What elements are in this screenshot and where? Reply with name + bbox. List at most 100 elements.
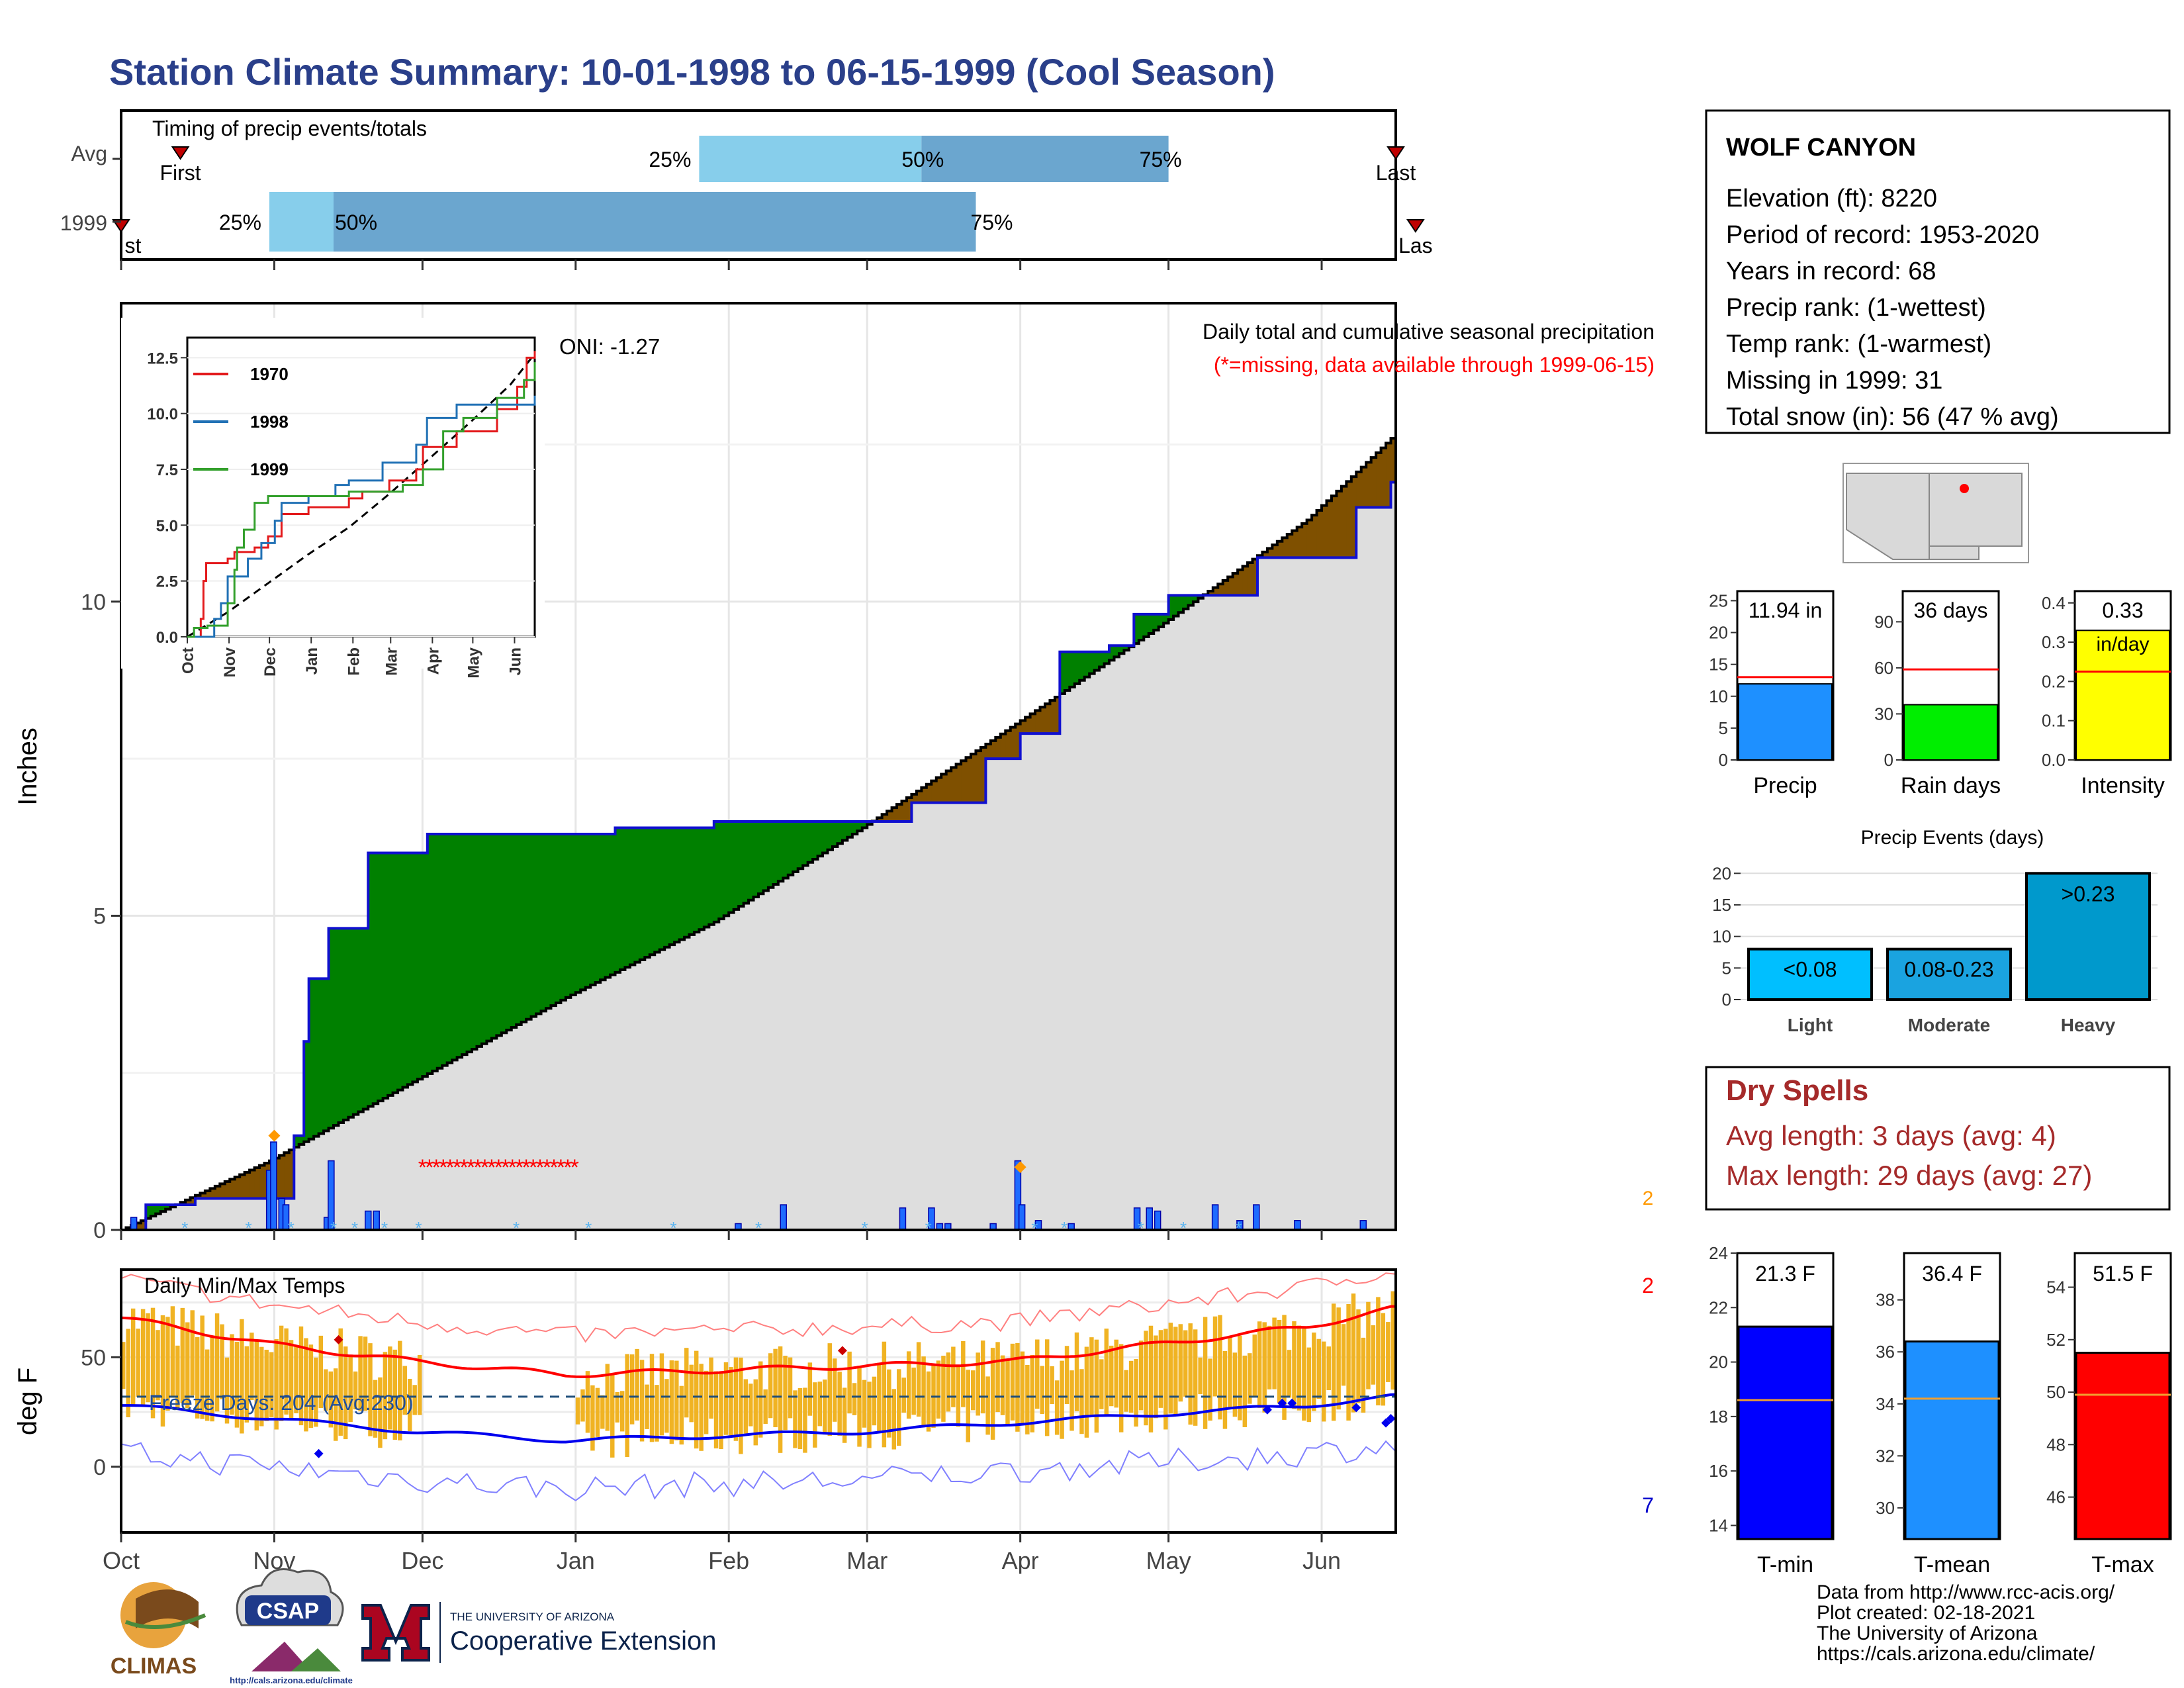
surplus-area	[566, 834, 571, 998]
surplus-area	[763, 821, 768, 890]
y-tick-label: 5	[93, 904, 106, 929]
climas-wordmark: CLIMAS	[111, 1654, 197, 1679]
station-info-line: Missing in 1999: 31	[1726, 367, 1942, 395]
mini-bar-tick-label: 60	[1874, 658, 1893, 678]
daily-temp-range-bar	[1376, 1297, 1380, 1405]
daily-temp-range-bar	[1342, 1324, 1345, 1385]
temp-bar-tick-label: 34	[1876, 1394, 1895, 1414]
daily-temp-range-bar	[1386, 1322, 1390, 1382]
surplus-area	[754, 821, 759, 897]
daily-temp-range-bar	[1124, 1370, 1128, 1412]
deficit-area	[1332, 496, 1337, 557]
y-tick-label: 50	[81, 1345, 106, 1370]
temp-bar-value	[1905, 1342, 1999, 1539]
station-info-line: Temp rank: (1-warmest)	[1726, 330, 1991, 358]
surplus-area	[689, 828, 694, 935]
surplus-area	[823, 821, 828, 853]
timing-p75-label: 75%	[970, 211, 1013, 234]
freeze-days-label: Freeze Days: 204 (Avg:230)	[149, 1391, 414, 1415]
surplus-area	[813, 821, 818, 859]
snow-marker: *	[288, 1218, 295, 1238]
daily-temp-range-bar	[921, 1356, 925, 1425]
daily-temp-range-bar	[141, 1309, 145, 1406]
mini-bar-tick-label: 0.0	[2042, 750, 2066, 770]
daily-temp-range-bar	[833, 1358, 837, 1422]
daily-temp-range-bar	[131, 1309, 135, 1405]
daily-temp-range-bar	[749, 1383, 752, 1426]
events-tick-label: 5	[1722, 958, 1731, 978]
daily-temp-range-bar	[1257, 1321, 1261, 1408]
timing-row-avg: Avg	[71, 142, 107, 165]
surplus-area	[319, 978, 324, 1133]
surplus-area	[1065, 652, 1070, 690]
daily-temp-range-bar	[1144, 1331, 1148, 1425]
daily-temp-range-bar	[1011, 1344, 1015, 1421]
timing-p50-label: 50%	[901, 148, 944, 171]
oni-label: ONI: -1.27	[559, 334, 660, 359]
deficit-area	[1366, 462, 1371, 507]
logos: CLIMAS CSAP http://cals.arizona.edu/clim…	[111, 1570, 717, 1686]
x-tick-label: Oct	[103, 1547, 140, 1574]
dry-spells-avg: Avg length: 3 days (avg: 4)	[1726, 1120, 2056, 1151]
mini-bar-tick-label: 0	[1884, 750, 1893, 770]
daily-temp-range-bar	[126, 1329, 130, 1417]
daily-temp-range-bar	[1154, 1335, 1158, 1418]
daily-temp-range-bar	[872, 1377, 876, 1426]
mini-bar-tick-label: 30	[1874, 704, 1893, 724]
dry-spells-box: Dry Spells Avg length: 3 days (avg: 4) M…	[1706, 1067, 2169, 1209]
daily-precip-bar	[271, 1142, 277, 1230]
temp-bar-tick-label: 52	[2046, 1330, 2066, 1350]
surplus-area	[778, 821, 784, 881]
temp-bar-tick-label: 54	[2046, 1278, 2066, 1297]
deficit-area	[1326, 500, 1332, 557]
daily-temp-range-bar	[818, 1382, 822, 1426]
surplus-area	[551, 834, 556, 1006]
surplus-area	[343, 928, 349, 1119]
surplus-area	[403, 853, 408, 1088]
mini-bar-tick-label: 0	[1719, 750, 1728, 770]
precip-legend-note: (*=missing, data available through 1999-…	[1214, 353, 1655, 377]
surplus-area	[630, 828, 635, 965]
daily-temp-range-bar	[1193, 1329, 1197, 1426]
daily-temp-range-bar	[580, 1389, 584, 1422]
university-of-arizona-logo: THE UNIVERSITY OF ARIZONA Cooperative Ex…	[363, 1602, 716, 1663]
daily-temp-range-bar	[887, 1370, 891, 1438]
daily-temp-range-bar	[650, 1354, 654, 1442]
first-event-label: First	[159, 161, 201, 185]
temps-label: Daily Min/Max Temps	[144, 1274, 345, 1297]
surplus-area	[580, 834, 586, 990]
daily-temp-range-bar	[1371, 1325, 1375, 1385]
daily-temp-range-bar	[852, 1383, 856, 1415]
surplus-area	[729, 821, 734, 913]
surplus-area	[388, 853, 393, 1096]
daily-temp-range-bar	[1015, 1343, 1019, 1432]
daily-temp-range-bar	[862, 1380, 866, 1428]
footer-line: Plot created: 02-18-2021	[1817, 1603, 2115, 1623]
daily-temp-range-bar	[1356, 1309, 1360, 1403]
daily-precip-bar	[1146, 1208, 1152, 1230]
surplus-area	[660, 828, 665, 950]
surplus-area	[526, 834, 531, 1019]
surplus-area	[467, 834, 473, 1052]
timing-label: Timing of precip events/totals	[152, 117, 427, 140]
precip-legend-title: Daily total and cumulative seasonal prec…	[1203, 320, 1655, 344]
mini-bar-tick-label: 0.3	[2042, 632, 2066, 652]
daily-temp-range-bar	[897, 1369, 901, 1446]
surplus-area	[442, 834, 447, 1066]
daily-temp-range-bar	[1119, 1344, 1123, 1432]
ua-small-text: THE UNIVERSITY OF ARIZONA	[450, 1611, 615, 1623]
surplus-area	[596, 834, 601, 982]
snow-marker: *	[330, 1218, 337, 1238]
surplus-area	[324, 978, 329, 1131]
daily-temp-range-bar	[1001, 1356, 1005, 1415]
deficit-area	[1248, 563, 1253, 595]
deficit-area	[1050, 700, 1055, 733]
surplus-area	[393, 853, 398, 1093]
surplus-area	[486, 834, 492, 1041]
inset-x-tick-label: Dec	[261, 647, 279, 677]
mini-bar-unit: in/day	[2096, 633, 2149, 655]
surplus-area	[561, 834, 566, 1000]
temp-bar-tick-label: 14	[1709, 1515, 1728, 1535]
surplus-area	[699, 828, 704, 930]
daily-temp-range-bar	[1085, 1347, 1089, 1438]
